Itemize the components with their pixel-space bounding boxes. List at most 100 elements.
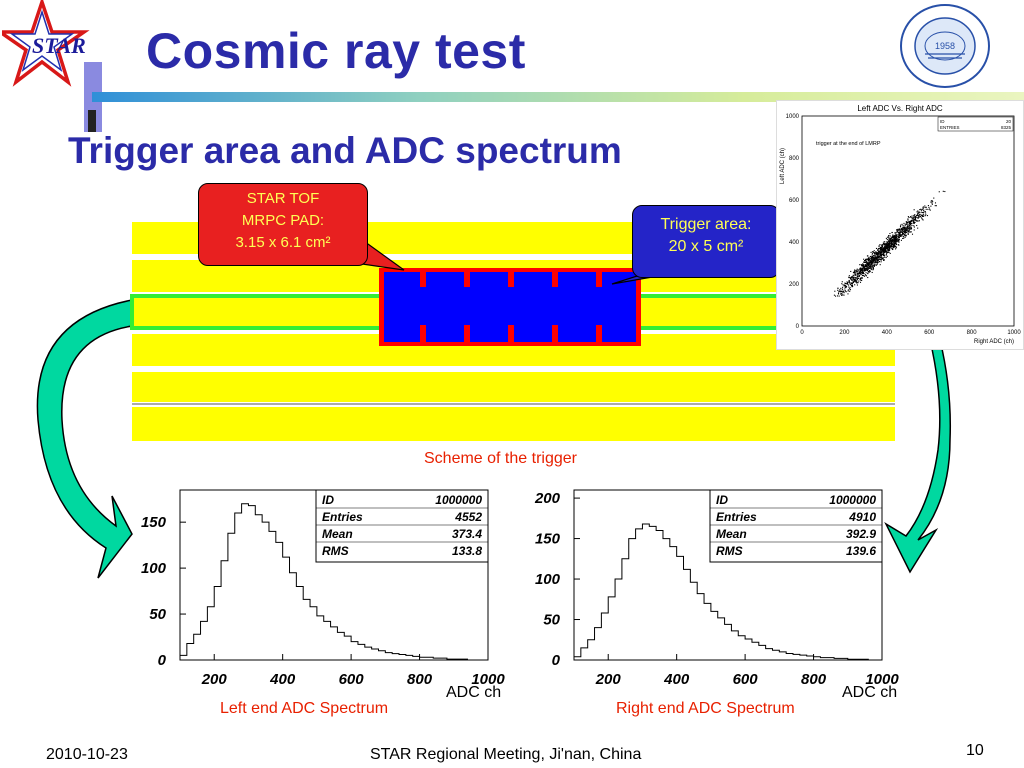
scatter-point xyxy=(909,224,911,226)
scatter-point xyxy=(841,283,843,285)
scatter-ytick: 600 xyxy=(789,198,800,204)
scatter-point xyxy=(869,260,871,262)
scatter-point xyxy=(892,236,894,238)
scatter-point xyxy=(863,258,865,260)
scatter-point xyxy=(861,265,863,267)
scatter-point xyxy=(887,248,889,250)
scatter-point xyxy=(848,281,850,283)
scatter-point xyxy=(845,286,847,289)
scatter-point xyxy=(924,206,926,208)
scatter-point xyxy=(839,293,842,295)
scatter-point xyxy=(873,250,875,252)
scatter-point xyxy=(860,268,862,270)
scatter-point xyxy=(855,271,857,273)
scatter-plot: Left ADC Vs. Right ADC 0 200 400 600 800 1000 0… xyxy=(780,104,1021,345)
scatter-point xyxy=(873,265,875,267)
right-ytick: 50 xyxy=(543,612,560,629)
curved-arrow-left xyxy=(36,299,133,579)
scatter-point xyxy=(875,260,877,262)
scatter-point xyxy=(923,214,925,216)
scatter-point xyxy=(882,253,884,255)
scatter-point xyxy=(918,211,920,213)
scatter-point xyxy=(892,235,894,237)
scatter-annotation: trigger at the end of LMRP xyxy=(816,141,881,147)
scatter-point xyxy=(839,290,841,292)
scatter-point xyxy=(879,256,881,258)
scatter-point xyxy=(886,242,888,244)
scatter-point xyxy=(856,270,858,272)
scatter-point xyxy=(851,286,853,288)
scatter-point xyxy=(896,237,898,239)
right-stat-value: 392.9 xyxy=(846,527,876,541)
scatter-point xyxy=(873,257,875,259)
scatter-point xyxy=(872,266,874,268)
scatter-point xyxy=(882,243,884,246)
scatter-point xyxy=(880,258,882,260)
scatter-point xyxy=(904,227,907,229)
scatter-point xyxy=(838,295,840,297)
scatter-point xyxy=(881,255,883,257)
scatter-point xyxy=(839,289,841,291)
scatter-point xyxy=(913,218,915,220)
scatter-point xyxy=(849,276,851,279)
scatter-point xyxy=(904,224,906,226)
scatter-point xyxy=(866,267,868,269)
scatter-point xyxy=(903,232,905,234)
scatter-point xyxy=(869,263,871,265)
scatter-point xyxy=(872,268,875,270)
scatter-point xyxy=(879,253,881,255)
scatter-point xyxy=(902,236,905,238)
scatter-point xyxy=(903,234,905,236)
scatter-point xyxy=(915,216,917,218)
scatter-point xyxy=(902,237,904,240)
scatter-point xyxy=(864,265,866,267)
scatter-point xyxy=(884,248,886,250)
scatter-point xyxy=(852,278,854,280)
callout-red-line2: MRPC PAD: xyxy=(241,212,325,229)
scatter-ytick: 400 xyxy=(789,240,800,246)
scatter-stat-value: 20 xyxy=(1006,119,1012,124)
scatter-point xyxy=(907,231,909,233)
right-adc-histogram: 200 400 600 800 1000 0 50 100 150 200 ID 1000000 Ent… xyxy=(534,489,899,688)
scatter-point xyxy=(841,293,843,295)
scatter-point xyxy=(919,209,921,211)
scatter-point xyxy=(855,281,857,283)
scatter-point xyxy=(874,258,876,260)
scatter-point xyxy=(847,284,850,286)
left-xtick: 800 xyxy=(407,671,433,688)
right-stat-key: RMS xyxy=(716,544,743,558)
scatter-point xyxy=(861,274,864,277)
scatter-point xyxy=(857,273,859,275)
scatter-point xyxy=(863,273,865,275)
scatter-point xyxy=(876,252,878,255)
scatter-point xyxy=(897,229,899,231)
scatter-point xyxy=(869,259,871,261)
scatter-point xyxy=(876,263,878,265)
scatter-point xyxy=(924,215,926,217)
scatter-point xyxy=(890,245,892,247)
scatter-point xyxy=(851,276,853,278)
scatter-point xyxy=(892,248,894,250)
scatter-point xyxy=(895,237,897,239)
scatter-point xyxy=(838,290,840,292)
scatter-point xyxy=(892,245,894,247)
left-stat-value: 4552 xyxy=(454,510,482,524)
scatter-point xyxy=(897,235,899,238)
scatter-point xyxy=(898,244,900,246)
scatter-point xyxy=(879,254,882,256)
scatter-point xyxy=(885,256,887,259)
scatter-point xyxy=(884,250,886,252)
scatter-point xyxy=(887,243,889,245)
scatter-point xyxy=(871,254,873,256)
scatter-point xyxy=(886,251,888,254)
scatter-point xyxy=(880,251,882,253)
scatter-point xyxy=(921,218,923,220)
scatter-point xyxy=(876,260,878,263)
scatter-point xyxy=(905,235,907,237)
scatter-point xyxy=(899,233,901,235)
scatter-point xyxy=(877,248,879,250)
scatter-point xyxy=(895,242,897,245)
scatter-point xyxy=(837,287,839,289)
scatter-point xyxy=(872,258,874,260)
scatter-point xyxy=(849,290,851,292)
